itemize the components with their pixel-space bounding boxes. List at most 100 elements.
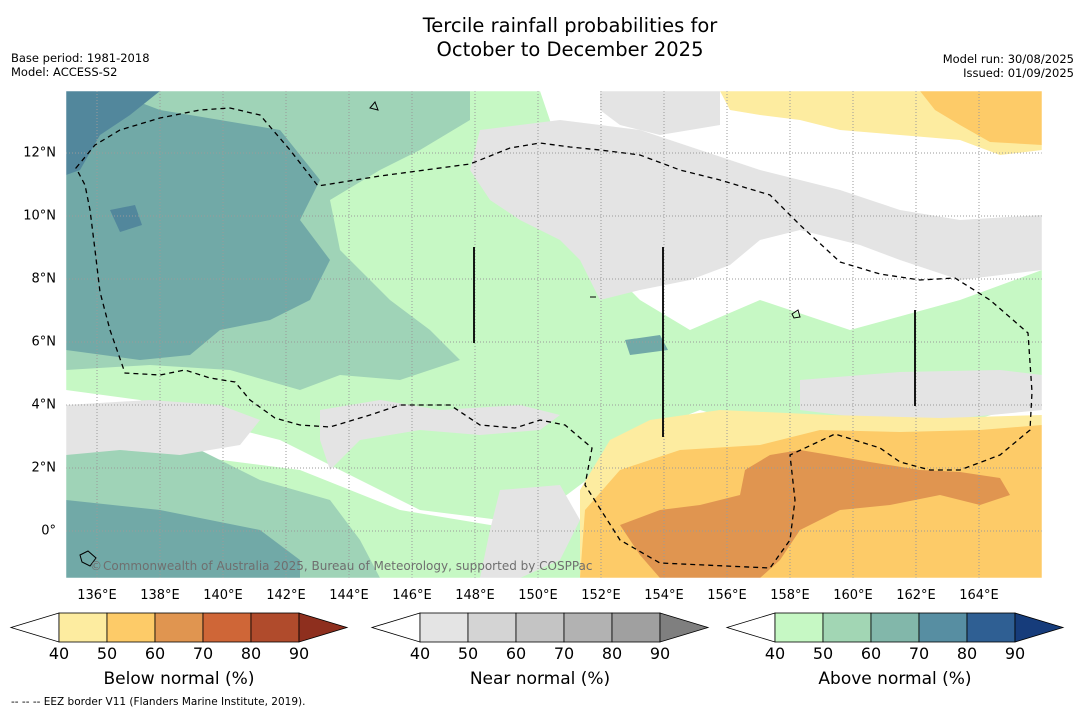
model-run: Model run: 30/08/2025 <box>942 52 1074 66</box>
near-50-south <box>480 485 580 578</box>
colorbar-near-segment <box>467 612 517 643</box>
colorbar-above-tick: 60 <box>860 644 882 663</box>
map-title: Tercile rainfall probabilities for Octob… <box>0 14 1085 62</box>
colorbar-above-segment <box>774 612 824 643</box>
colorbar-below-segment <box>9 612 60 643</box>
colorbar-near-tick: 60 <box>505 644 527 663</box>
colorbar-below <box>9 612 349 643</box>
eez-footnote: -- -- -- EEZ border V11 (Flanders Marine… <box>11 696 306 708</box>
colorbar-near-tick: 80 <box>601 644 623 663</box>
eez-border-palau-fsm <box>75 107 1033 569</box>
colorbar-near-tick: 40 <box>409 644 431 663</box>
colorbar-above-segment <box>870 612 920 643</box>
colorbar-near-tick: 70 <box>553 644 575 663</box>
eez-border <box>75 107 1033 569</box>
colorbar-near-segment <box>659 612 710 643</box>
lat-label: 4°N <box>31 397 57 413</box>
above-80-patch <box>110 205 142 232</box>
lat-gridlines <box>66 152 1042 532</box>
near-50-west <box>66 400 260 455</box>
model-name: Model: ACCESS-S2 <box>11 65 118 79</box>
colorbar-below-tick: 90 <box>288 644 310 663</box>
colorbar-above-segment <box>725 612 776 643</box>
lat-label: 0° <box>41 523 56 539</box>
lat-label: 8°N <box>31 271 57 287</box>
copyright-text: Commonwealth of Australia 2025, Bureau o… <box>103 559 593 573</box>
below-70-south <box>620 450 1010 578</box>
colorbar-below-tick: 70 <box>192 644 214 663</box>
colorbar-above <box>725 612 1065 643</box>
island-outline <box>369 101 379 111</box>
colorbar-near-title: Near normal (%) <box>469 669 611 689</box>
lon-label: 140°E <box>203 588 243 603</box>
colorbar-below-segment <box>106 612 156 643</box>
base-period: Base period: 1981-2018 <box>11 51 150 65</box>
lon-label: 136°E <box>77 588 117 603</box>
colorbar-above-tick: 70 <box>908 644 930 663</box>
colorbar-above-tick: 80 <box>956 644 978 663</box>
copyright-symbol: © <box>90 559 102 573</box>
colorbar-below-tick: 50 <box>96 644 118 663</box>
meta-left: Base period: 1981-2018 Model: ACCESS-S2 <box>11 51 150 79</box>
lon-label: 148°E <box>455 588 495 603</box>
colorbar-above-tick: 50 <box>812 644 834 663</box>
colorbar-near <box>370 612 710 643</box>
colorbar-below-segment <box>250 612 300 643</box>
issued-date: Issued: 01/09/2025 <box>963 66 1074 80</box>
island-outline <box>791 309 801 319</box>
lon-label: 160°E <box>833 588 873 603</box>
colorbar-near-segment <box>370 612 421 643</box>
above-70-patch <box>625 335 668 355</box>
colorbar-below-tick: 60 <box>144 644 166 663</box>
colorbar-near-segment <box>611 612 661 643</box>
map-frame <box>65 90 1043 579</box>
colorbar-near-segment <box>419 612 469 643</box>
lon-label: 164°E <box>959 588 999 603</box>
lat-label: 2°N <box>31 460 57 476</box>
lon-label: 142°E <box>266 588 306 603</box>
colorbar-below-tick: 40 <box>48 644 70 663</box>
lon-label: 156°E <box>707 588 747 603</box>
title-line-2: October to December 2025 <box>436 38 704 61</box>
above-70-region <box>66 91 330 360</box>
above-80-region <box>66 91 160 175</box>
colorbar-below-segment <box>154 612 204 643</box>
probability-field <box>66 91 1042 578</box>
colorbar-near-segment <box>515 612 565 643</box>
boundary-lines <box>473 247 916 437</box>
near-50-patch-ne <box>600 91 720 135</box>
colorbar-above-segment <box>918 612 968 643</box>
near-50-east <box>800 370 1042 420</box>
colorbar-below-segment <box>298 612 349 643</box>
lon-label: 154°E <box>644 588 684 603</box>
colorbar-above-segment <box>966 612 1016 643</box>
colorbar-below-title: Below normal (%) <box>103 669 255 689</box>
lon-gridlines <box>96 91 980 578</box>
colorbar-above-title: Above normal (%) <box>818 669 972 689</box>
above-70-region-south <box>66 500 300 578</box>
colorbar-above-tick: 40 <box>764 644 786 663</box>
colorbar-near-tick: 90 <box>649 644 671 663</box>
lon-label: 138°E <box>140 588 180 603</box>
lon-label: 150°E <box>518 588 558 603</box>
colorbar-below-segment <box>58 612 108 643</box>
island-outline <box>79 550 97 567</box>
colorbar-near-tick: 50 <box>457 644 479 663</box>
colorbar-near-segment <box>563 612 613 643</box>
colorbar-below-tick: 80 <box>240 644 262 663</box>
lon-label: 146°E <box>392 588 432 603</box>
lon-label: 158°E <box>770 588 810 603</box>
colorbar-above-tick: 90 <box>1004 644 1026 663</box>
colorbar-above-segment <box>822 612 872 643</box>
lat-label: 12°N <box>23 145 56 161</box>
colorbar-above-segment <box>1014 612 1065 643</box>
lat-label: 6°N <box>31 334 57 350</box>
lat-label: 10°N <box>23 208 56 224</box>
lon-label: 152°E <box>581 588 621 603</box>
islands <box>79 101 801 567</box>
title-line-1: Tercile rainfall probabilities for <box>422 14 718 37</box>
near-50-north <box>470 120 1042 300</box>
meta-right: Model run: 30/08/2025 Issued: 01/09/2025 <box>943 52 1074 80</box>
lon-label: 162°E <box>896 588 936 603</box>
